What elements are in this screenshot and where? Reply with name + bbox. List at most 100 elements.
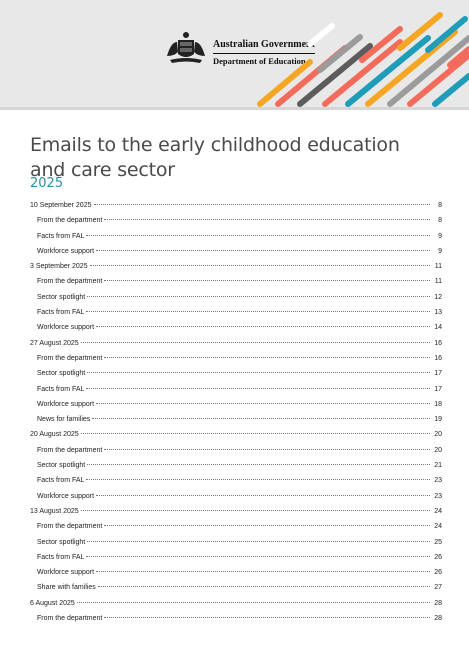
toc-entry-section[interactable]: Sector spotlight 17 — [30, 370, 442, 385]
toc-entry-label: Sector spotlight — [37, 538, 86, 546]
toc-dot-leader — [89, 265, 430, 267]
toc-entry-page: 20 — [434, 446, 442, 454]
toc-dot-leader — [86, 555, 430, 557]
toc-entry-section[interactable]: Facts from FAL 17 — [30, 386, 442, 401]
toc-entry-page: 16 — [434, 339, 442, 347]
toc-entry-label: From the department — [37, 615, 103, 623]
toc-entry-date[interactable]: 6 August 2025 28 — [30, 600, 442, 615]
toc-entry-date[interactable]: 3 September 2025 11 — [30, 263, 442, 278]
toc-entry-label: Facts from FAL — [37, 477, 85, 485]
government-logotype: Australian Government Department of Educ… — [213, 39, 315, 67]
toc-entry-label: 6 August 2025 — [30, 599, 75, 607]
toc-dot-leader — [104, 525, 430, 527]
table-of-contents: 10 September 2025 8 From the department 8 Fa… — [30, 202, 442, 630]
toc-entry-date[interactable]: 10 September 2025 8 — [30, 202, 442, 217]
toc-entry-label: From the department — [37, 446, 103, 454]
toc-entry-section[interactable]: Sector spotlight 12 — [30, 294, 442, 309]
toc-entry-page: 25 — [434, 538, 442, 546]
toc-entry-label: 27 August 2025 — [30, 339, 79, 347]
toc-entry-page: 20 — [434, 431, 442, 439]
toc-entry-label: Sector spotlight — [37, 293, 86, 301]
toc-entry-date[interactable]: 13 August 2025 24 — [30, 508, 442, 523]
toc-dot-leader — [87, 372, 430, 374]
toc-entry-label: From the department — [37, 354, 103, 362]
toc-entry-section[interactable]: From the department 20 — [30, 447, 442, 462]
toc-entry-page: 11 — [434, 263, 442, 271]
coat-of-arms-icon — [167, 32, 205, 63]
toc-entry-page: 18 — [434, 400, 442, 408]
toc-dot-leader — [87, 540, 430, 542]
toc-dot-leader — [104, 617, 430, 619]
toc-entry-date[interactable]: 27 August 2025 16 — [30, 340, 442, 355]
toc-entry-section[interactable]: Workforce support 9 — [30, 248, 442, 263]
toc-entry-page: 28 — [434, 599, 442, 607]
toc-dot-leader — [87, 464, 430, 466]
toc-entry-section[interactable]: Workforce support 18 — [30, 401, 442, 416]
toc-entry-label: Workforce support — [37, 324, 95, 332]
document-title: Emails to the early childhood education … — [30, 133, 400, 181]
toc-entry-section[interactable]: From the department 11 — [30, 278, 442, 293]
toc-entry-section[interactable]: From the department 24 — [30, 523, 442, 538]
toc-dot-leader — [96, 402, 430, 404]
header-divider — [0, 107, 469, 110]
toc-entry-label: 20 August 2025 — [30, 431, 79, 439]
toc-entry-label: 13 August 2025 — [30, 507, 79, 515]
toc-dot-leader — [97, 586, 430, 588]
government-name: Australian Government — [213, 39, 315, 54]
toc-entry-page: 9 — [438, 247, 442, 255]
toc-entry-section[interactable]: Workforce support 14 — [30, 324, 442, 339]
toc-entry-page: 19 — [434, 416, 442, 424]
toc-entry-page: 27 — [434, 584, 442, 592]
toc-entry-section[interactable]: Facts from FAL 13 — [30, 309, 442, 324]
toc-entry-label: Facts from FAL — [37, 232, 85, 240]
toc-entry-section[interactable]: Workforce support 26 — [30, 569, 442, 584]
toc-entry-page: 17 — [434, 385, 442, 393]
toc-entry-section[interactable]: From the department 8 — [30, 217, 442, 232]
toc-dot-leader — [96, 326, 430, 328]
toc-entry-label: News for families — [37, 416, 91, 424]
toc-entry-label: Facts from FAL — [37, 553, 85, 561]
department-name: Department of Education — [213, 56, 306, 66]
toc-entry-page: 24 — [434, 507, 442, 515]
toc-dot-leader — [86, 387, 430, 389]
toc-entry-label: From the department — [37, 523, 103, 531]
toc-entry-date[interactable]: 20 August 2025 20 — [30, 431, 442, 446]
toc-entry-section[interactable]: Facts from FAL 26 — [30, 554, 442, 569]
toc-entry-label: Facts from FAL — [37, 309, 85, 317]
toc-dot-leader — [87, 295, 430, 297]
toc-dot-leader — [96, 494, 430, 496]
toc-entry-page: 23 — [434, 477, 442, 485]
toc-entry-page: 21 — [434, 462, 442, 470]
toc-dot-leader — [93, 204, 430, 205]
toc-entry-page: 17 — [434, 370, 442, 378]
toc-entry-label: Sector spotlight — [37, 370, 86, 378]
toc-entry-page: 28 — [434, 615, 442, 623]
toc-entry-page: 13 — [434, 309, 442, 317]
toc-entry-page: 8 — [438, 217, 442, 225]
toc-entry-section[interactable]: From the department 16 — [30, 355, 442, 370]
toc-entry-section[interactable]: Facts from FAL 9 — [30, 233, 442, 248]
toc-entry-label: 10 September 2025 — [30, 202, 92, 209]
toc-entry-label: Workforce support — [37, 400, 95, 408]
toc-entry-page: 12 — [434, 293, 442, 301]
toc-entry-section[interactable]: Facts from FAL 23 — [30, 477, 442, 492]
toc-entry-label: Facts from FAL — [37, 385, 85, 393]
toc-entry-section[interactable]: From the department 28 — [30, 615, 442, 630]
toc-entry-section[interactable]: Workforce support 23 — [30, 493, 442, 508]
document-header: Australian Government Department of Educ… — [0, 0, 469, 110]
toc-entry-section[interactable]: Share with families 27 — [30, 584, 442, 599]
toc-dot-leader — [80, 433, 430, 435]
toc-dot-leader — [76, 601, 430, 603]
toc-entry-section[interactable]: Sector spotlight 25 — [30, 539, 442, 554]
toc-entry-section[interactable]: News for families 19 — [30, 416, 442, 431]
toc-entry-page: 26 — [434, 553, 442, 561]
toc-entry-label: From the department — [37, 278, 103, 286]
toc-dot-leader — [86, 234, 430, 236]
toc-dot-leader — [96, 249, 430, 251]
toc-entry-section[interactable]: Sector spotlight 21 — [30, 462, 442, 477]
toc-dot-leader — [86, 479, 430, 481]
toc-entry-page: 9 — [438, 232, 442, 240]
toc-entry-label: Workforce support — [37, 569, 95, 577]
toc-entry-label: Workforce support — [37, 492, 95, 500]
toc-dot-leader — [104, 219, 430, 221]
